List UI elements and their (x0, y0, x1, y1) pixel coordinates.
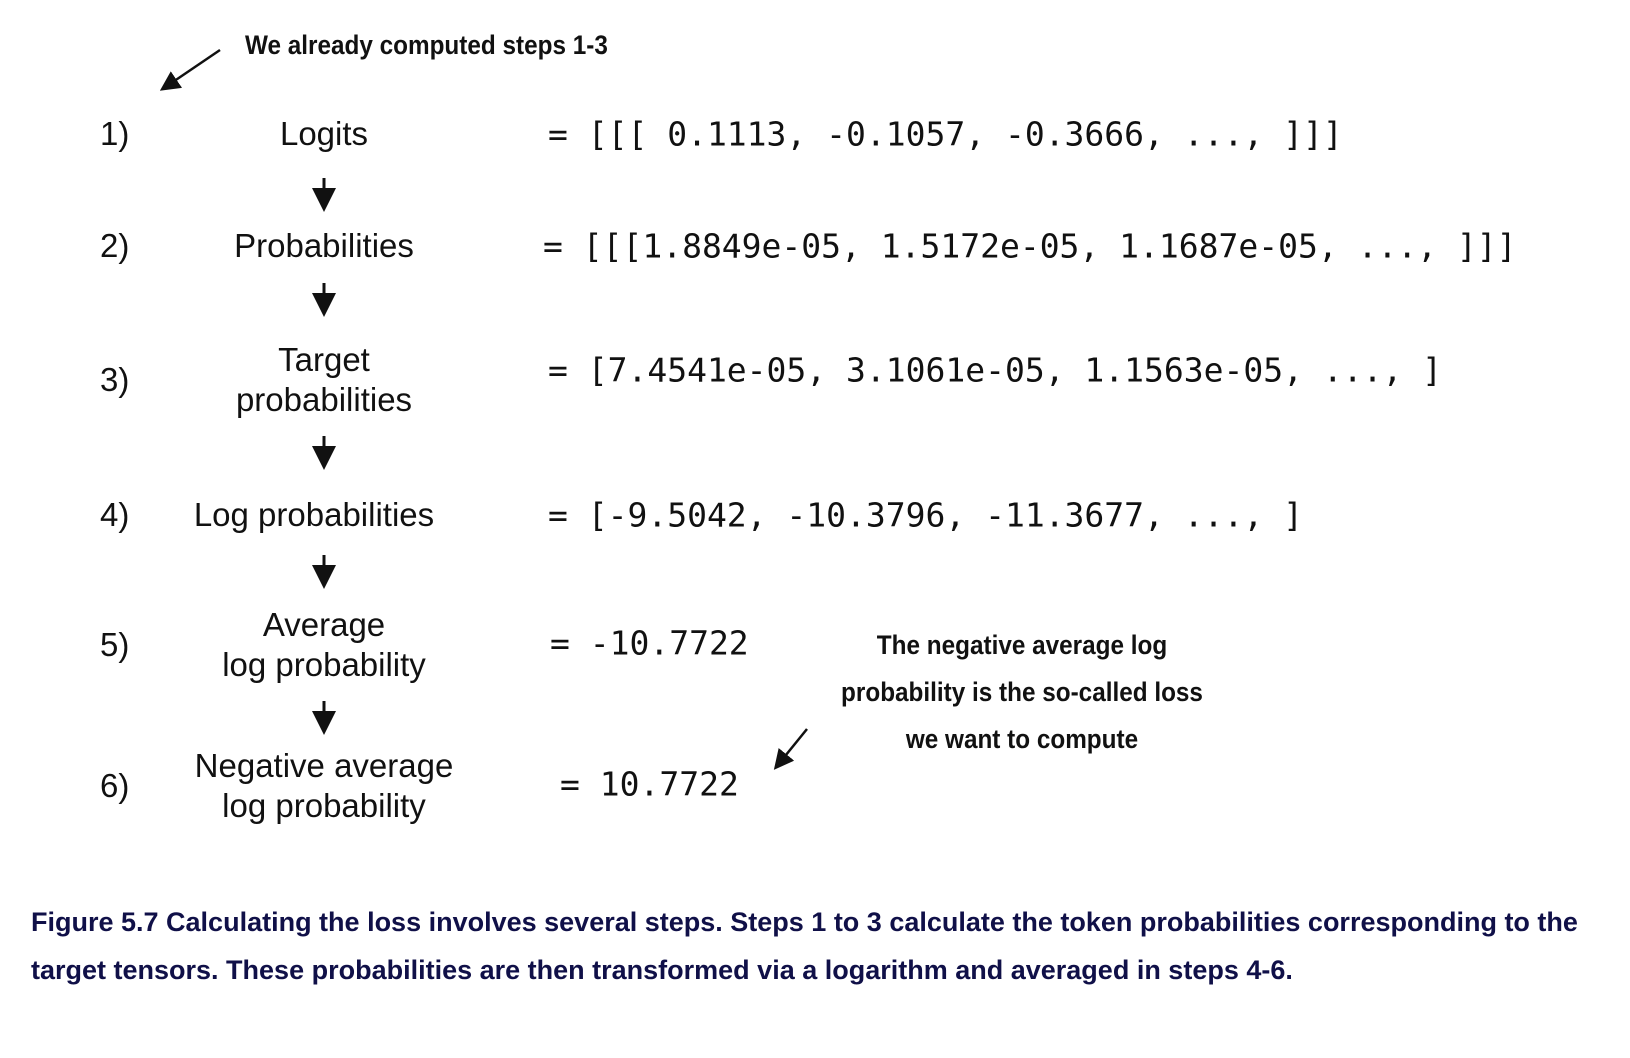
step-value-2: = [[[1.8849e-05, 1.5172e-05, 1.1687e-05,… (543, 226, 1517, 266)
step-value-5: = -10.7722 (550, 623, 749, 663)
step-value-4: = [-9.5042, -10.3796, -11.3677, ..., ] (548, 495, 1303, 535)
step-label-6: Negative average log probability (195, 746, 454, 826)
annotation-right-line: probability is the so-called loss (841, 677, 1203, 707)
step-label-4: Log probabilities (194, 495, 434, 535)
annotation-right-line: The negative average log (876, 630, 1168, 660)
step-value-3: = [7.4541e-05, 3.1061e-05, 1.1563e-05, .… (548, 350, 1443, 390)
step-label-line: Average (262, 606, 386, 643)
step-label-line: Logits (279, 115, 369, 152)
step-number-1: 1) (100, 115, 130, 152)
step-number-2: 2) (100, 227, 130, 264)
step-number-6: 6) (100, 767, 130, 804)
step-number-3: 3) (100, 361, 130, 398)
step-number-5: 5) (100, 626, 130, 663)
step-value-1: = [[[ 0.1113, -0.1057, -0.3666, ..., ]]] (548, 114, 1343, 154)
step-label-line: Target (278, 341, 370, 378)
step-label-line: probabilities (235, 381, 413, 418)
annotation-arrow-right (773, 728, 808, 770)
step-label-1: Logits (280, 114, 368, 154)
step-label-line: log probability (222, 646, 426, 683)
step-label-5: Average log probability (222, 605, 426, 685)
step-label-line: Negative average (194, 747, 454, 784)
step-value-6: = 10.7722 (560, 764, 739, 804)
annotation-arrow-top (159, 48, 221, 91)
step-label-2: Probabilities (234, 226, 414, 266)
annotation-right-line: we want to compute (905, 724, 1139, 754)
annotation-right: The negative average log probability is … (841, 622, 1203, 763)
figure-caption: Figure 5.7 Calculating the loss involves… (31, 907, 1578, 985)
step-label-line: Probabilities (234, 227, 414, 264)
step-label-line: Log probabilities (193, 496, 435, 533)
annotation-top: We already computed steps 1-3 (245, 30, 608, 60)
step-label-line: log probability (222, 787, 426, 824)
step-label-3: Target probabilities (236, 340, 412, 420)
step-number-4: 4) (100, 496, 130, 533)
